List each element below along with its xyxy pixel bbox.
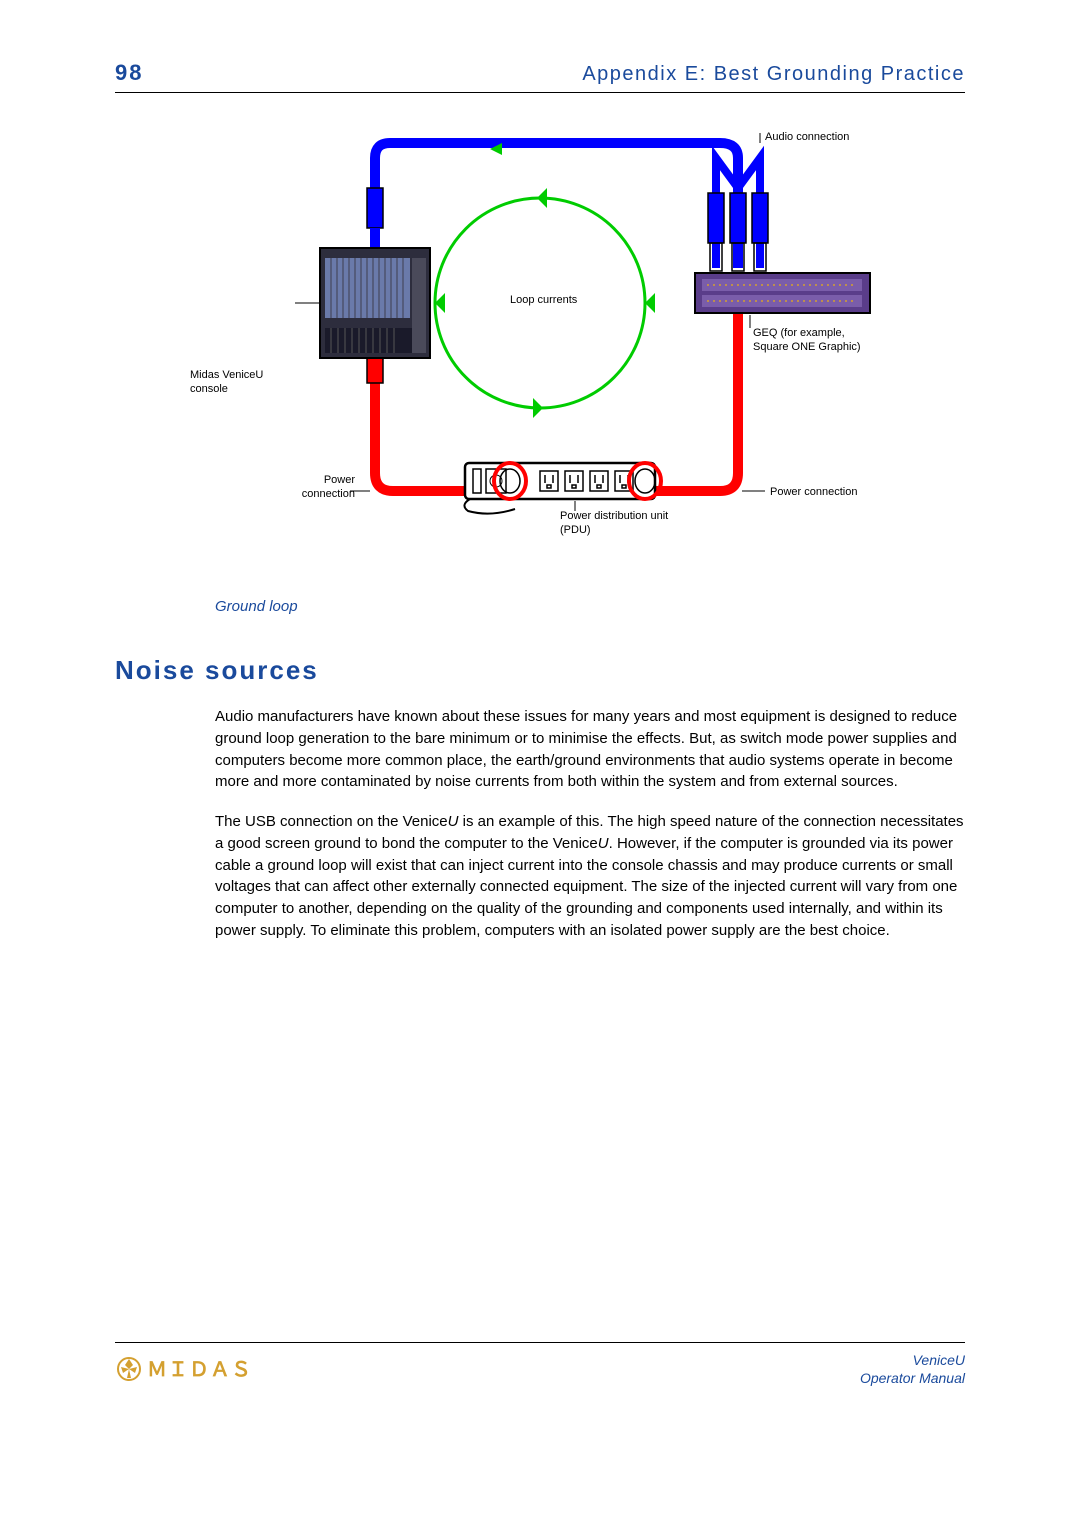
label-loop-currents: Loop currents: [510, 293, 577, 307]
para2-part-d: U: [598, 835, 609, 852]
page-number: 98: [115, 60, 143, 86]
section-heading: Noise sources: [115, 655, 965, 686]
label-audio-connection: Audio connection: [765, 130, 849, 144]
label-power-right: Power connection: [770, 485, 857, 499]
midas-logo: ＭＩＤＡＳ: [115, 1354, 275, 1384]
label-console: Midas VeniceU console: [190, 368, 290, 397]
ground-loop-diagram: Audio connection Loop currents Midas Ven…: [190, 133, 890, 583]
label-geq: GEQ (for example, Square ONE Graphic): [753, 326, 873, 355]
diagram-caption: Ground loop: [215, 598, 965, 615]
appendix-title: Appendix E: Best Grounding Practice: [582, 63, 965, 86]
label-power-left: Power connection: [285, 473, 355, 502]
paragraph-2: The USB connection on the VeniceU is an …: [215, 811, 965, 942]
para2-part-a: The USB connection on the Venice: [215, 813, 448, 830]
footer-product: VeniceU: [860, 1351, 965, 1369]
svg-text:ＭＩＤＡＳ: ＭＩＤＡＳ: [147, 1359, 252, 1381]
paragraph-1: Audio manufacturers have known about the…: [215, 706, 965, 793]
label-pdu: Power distribution unit (PDU): [560, 509, 680, 538]
para2-part-b: U: [448, 813, 459, 830]
footer-doc: Operator Manual: [860, 1369, 965, 1387]
page-footer: ＭＩＤＡＳ VeniceU Operator Manual: [115, 1342, 965, 1387]
